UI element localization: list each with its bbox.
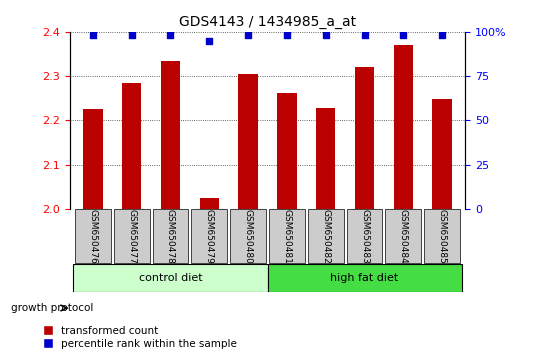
Point xyxy=(127,33,136,38)
Text: growth protocol: growth protocol xyxy=(11,303,93,313)
Text: control diet: control diet xyxy=(139,273,202,283)
Text: GSM650476: GSM650476 xyxy=(88,209,97,264)
Text: high fat diet: high fat diet xyxy=(331,273,399,283)
Text: GSM650477: GSM650477 xyxy=(127,209,136,264)
Bar xyxy=(239,74,258,209)
Bar xyxy=(432,99,452,209)
FancyBboxPatch shape xyxy=(347,210,383,263)
Bar xyxy=(160,61,180,209)
Text: GSM650480: GSM650480 xyxy=(243,209,253,264)
Bar xyxy=(277,93,296,209)
FancyBboxPatch shape xyxy=(230,210,266,263)
Bar xyxy=(355,67,374,209)
Bar xyxy=(122,83,141,209)
Point xyxy=(282,33,291,38)
Bar xyxy=(394,45,413,209)
FancyBboxPatch shape xyxy=(114,210,149,263)
Point xyxy=(322,33,330,38)
Title: GDS4143 / 1434985_a_at: GDS4143 / 1434985_a_at xyxy=(179,16,356,29)
FancyBboxPatch shape xyxy=(73,264,268,292)
FancyBboxPatch shape xyxy=(386,210,421,263)
Bar xyxy=(200,198,219,209)
FancyBboxPatch shape xyxy=(424,210,460,263)
Text: GSM650479: GSM650479 xyxy=(205,209,214,264)
Point xyxy=(360,33,369,38)
FancyBboxPatch shape xyxy=(269,210,305,263)
Bar xyxy=(83,109,103,209)
FancyBboxPatch shape xyxy=(308,210,343,263)
Text: GSM650485: GSM650485 xyxy=(438,209,447,264)
Text: GSM650483: GSM650483 xyxy=(360,209,369,264)
Text: GSM650482: GSM650482 xyxy=(321,209,330,264)
FancyBboxPatch shape xyxy=(75,210,111,263)
FancyBboxPatch shape xyxy=(192,210,227,263)
Point xyxy=(205,38,213,44)
FancyBboxPatch shape xyxy=(152,210,188,263)
FancyBboxPatch shape xyxy=(268,264,462,292)
Text: GSM650481: GSM650481 xyxy=(282,209,292,264)
Text: GSM650478: GSM650478 xyxy=(166,209,175,264)
Point xyxy=(89,33,97,38)
Legend: transformed count, percentile rank within the sample: transformed count, percentile rank withi… xyxy=(43,326,238,349)
Bar xyxy=(316,108,335,209)
Point xyxy=(166,33,175,38)
Point xyxy=(244,33,253,38)
Text: GSM650484: GSM650484 xyxy=(399,209,408,264)
Point xyxy=(438,33,446,38)
Point xyxy=(399,33,408,38)
